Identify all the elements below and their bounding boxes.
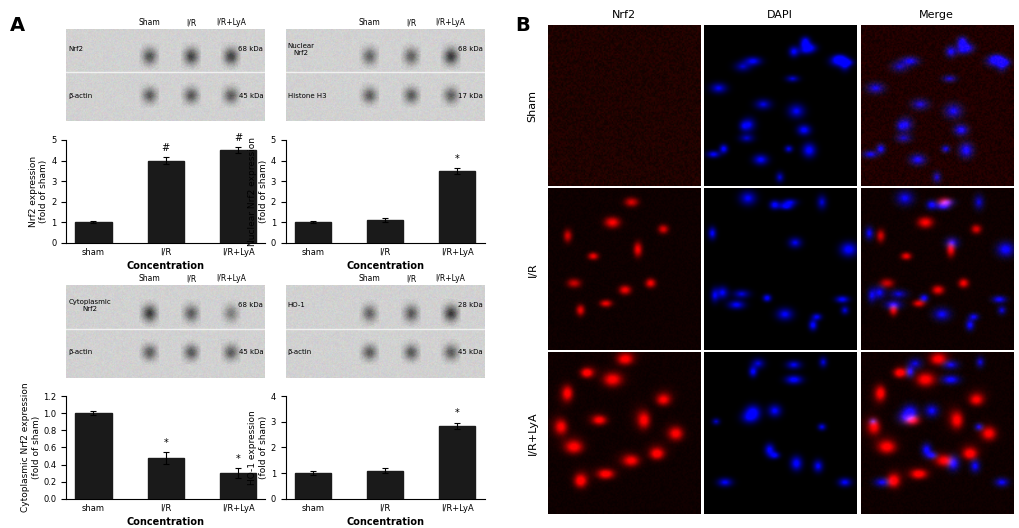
Bar — [220, 473, 256, 499]
Text: Sham: Sham — [358, 274, 380, 283]
Text: Cytoplasmic
Nrf2: Cytoplasmic Nrf2 — [68, 299, 111, 312]
Text: A: A — [10, 16, 25, 35]
Text: HO-1: HO-1 — [287, 303, 305, 308]
X-axis label: Concentration: Concentration — [126, 517, 205, 527]
Text: 45 kDa: 45 kDa — [238, 92, 263, 99]
Text: Nrf2: Nrf2 — [68, 46, 84, 52]
Bar — [75, 413, 111, 499]
Y-axis label: Nrf2 expression
(fold of sham): Nrf2 expression (fold of sham) — [29, 156, 48, 227]
Text: 68 kDa: 68 kDa — [458, 46, 482, 52]
Text: I/R: I/R — [186, 18, 197, 27]
Bar — [367, 470, 403, 499]
Text: I/R: I/R — [186, 274, 197, 283]
Bar — [220, 150, 256, 243]
Text: *: * — [454, 154, 460, 164]
Text: 17 kDa: 17 kDa — [458, 92, 482, 99]
Text: *: * — [163, 438, 168, 448]
Text: Histone H3: Histone H3 — [287, 92, 326, 99]
Text: Sham: Sham — [139, 274, 161, 283]
Bar — [439, 171, 475, 243]
Text: *: * — [235, 454, 240, 464]
Bar — [367, 220, 403, 243]
Text: β-actin: β-actin — [287, 348, 312, 355]
Y-axis label: HO-1 expression
(fold of sham): HO-1 expression (fold of sham) — [248, 410, 267, 485]
Text: I/R: I/R — [406, 18, 416, 27]
Text: 68 kDa: 68 kDa — [238, 303, 263, 308]
Text: I/R+LyA: I/R+LyA — [527, 411, 537, 455]
Text: I/R+LyA: I/R+LyA — [435, 274, 465, 283]
Text: I/R+LyA: I/R+LyA — [216, 18, 246, 27]
Text: B: B — [515, 16, 529, 35]
Text: Merge: Merge — [918, 10, 953, 20]
Bar — [148, 458, 183, 499]
Bar — [148, 161, 183, 243]
Text: Sham: Sham — [358, 18, 380, 27]
Text: Sham: Sham — [527, 90, 537, 121]
Text: #: # — [162, 143, 169, 153]
Text: I/R+LyA: I/R+LyA — [435, 18, 465, 27]
Text: β-actin: β-actin — [68, 92, 93, 99]
Text: β-actin: β-actin — [68, 348, 93, 355]
Text: 45 kDa: 45 kDa — [458, 348, 482, 355]
Text: 68 kDa: 68 kDa — [238, 46, 263, 52]
Text: I/R+LyA: I/R+LyA — [216, 274, 246, 283]
X-axis label: Concentration: Concentration — [345, 517, 424, 527]
Text: DAPI: DAPI — [766, 10, 793, 20]
Text: Sham: Sham — [139, 18, 161, 27]
Y-axis label: Nuclear Nrf2 expression
(fold of sham): Nuclear Nrf2 expression (fold of sham) — [248, 137, 267, 246]
Text: Nrf2: Nrf2 — [611, 10, 635, 20]
Text: Nuclear
Nrf2: Nuclear Nrf2 — [287, 43, 314, 56]
Bar — [294, 222, 330, 243]
Bar — [294, 473, 330, 499]
Text: I/R: I/R — [406, 274, 416, 283]
Text: 45 kDa: 45 kDa — [238, 348, 263, 355]
Text: 28 kDa: 28 kDa — [458, 303, 482, 308]
Bar — [75, 222, 111, 243]
X-axis label: Concentration: Concentration — [126, 261, 205, 271]
Text: #: # — [233, 133, 242, 143]
X-axis label: Concentration: Concentration — [345, 261, 424, 271]
Bar — [439, 426, 475, 499]
Text: I/R: I/R — [527, 262, 537, 277]
Y-axis label: Cytoplasmic Nrf2 expression
(fold of sham): Cytoplasmic Nrf2 expression (fold of sha… — [21, 383, 41, 512]
Text: *: * — [454, 408, 460, 418]
